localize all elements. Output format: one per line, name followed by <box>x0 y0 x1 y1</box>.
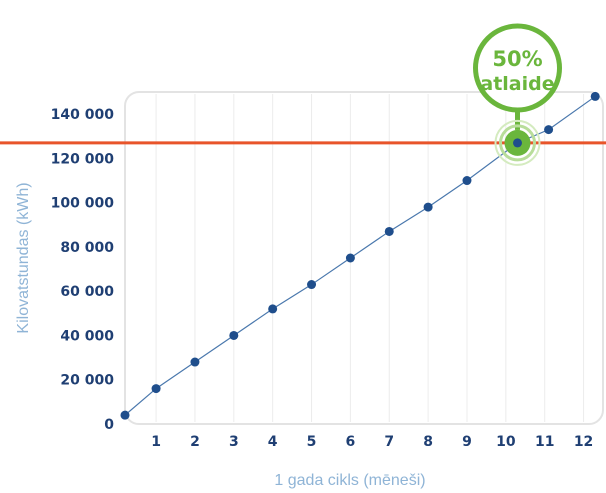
data-point <box>384 226 394 236</box>
x-tick-label: 6 <box>346 434 356 450</box>
data-point <box>120 410 130 420</box>
x-tick-label: 8 <box>423 434 433 450</box>
highlight-halo <box>499 124 537 162</box>
x-tick-label: 4 <box>268 434 278 450</box>
data-point <box>462 176 472 186</box>
data-point <box>423 202 433 212</box>
data-point <box>345 253 355 263</box>
x-tick-label: 12 <box>574 434 593 450</box>
data-point <box>151 384 161 394</box>
x-tick-label: 10 <box>496 434 516 450</box>
highlight-point <box>494 119 541 166</box>
highlight-dot <box>513 138 523 148</box>
x-tick-label: 2 <box>190 434 200 450</box>
data-point <box>190 357 200 367</box>
y-axis-title: Kilovatstundas (kWh) <box>15 182 32 333</box>
grid <box>155 94 585 422</box>
y-tick-label: 120 000 <box>51 151 115 167</box>
y-tick-label: 100 000 <box>51 196 115 212</box>
data-points <box>120 91 600 420</box>
data-point <box>307 280 317 290</box>
highlight-halo-outer <box>494 119 541 166</box>
data-point <box>268 304 278 314</box>
callout-circle <box>473 23 563 113</box>
y-tick-label: 80 000 <box>60 240 114 256</box>
data-point <box>544 125 554 135</box>
x-tick-label: 3 <box>229 434 239 450</box>
x-axis-label: 1 gada cikls (mēneši) <box>274 472 425 489</box>
y-tick-labels: 0 20 000 40 000 60 000 80 000 100 000 120 000 1… <box>51 107 115 433</box>
y-tick-label: 40 000 <box>60 328 114 344</box>
discount-callout: 50% atlaide <box>473 23 563 130</box>
x-tick-label: 5 <box>307 434 317 450</box>
y-axis-label: Kilovatstundas (kWh) <box>15 182 32 333</box>
x-tick-label: 9 <box>462 434 472 450</box>
x-tick-label: 7 <box>384 434 394 450</box>
data-point <box>590 91 600 101</box>
y-tick-label: 60 000 <box>60 284 114 300</box>
data-point <box>229 330 239 340</box>
y-tick-label: 20 000 <box>60 373 114 389</box>
x-tick-label: 11 <box>535 434 554 450</box>
callout-text: atlaide <box>480 73 554 95</box>
plot-area <box>124 91 604 425</box>
callout-value: 50% <box>492 47 542 71</box>
x-tick-labels: 1 2 3 4 5 6 7 8 9 10 11 12 <box>151 434 593 450</box>
y-tick-label: 0 <box>104 417 114 433</box>
x-tick-label: 1 <box>151 434 161 450</box>
y-tick-label: 140 000 <box>51 107 115 123</box>
